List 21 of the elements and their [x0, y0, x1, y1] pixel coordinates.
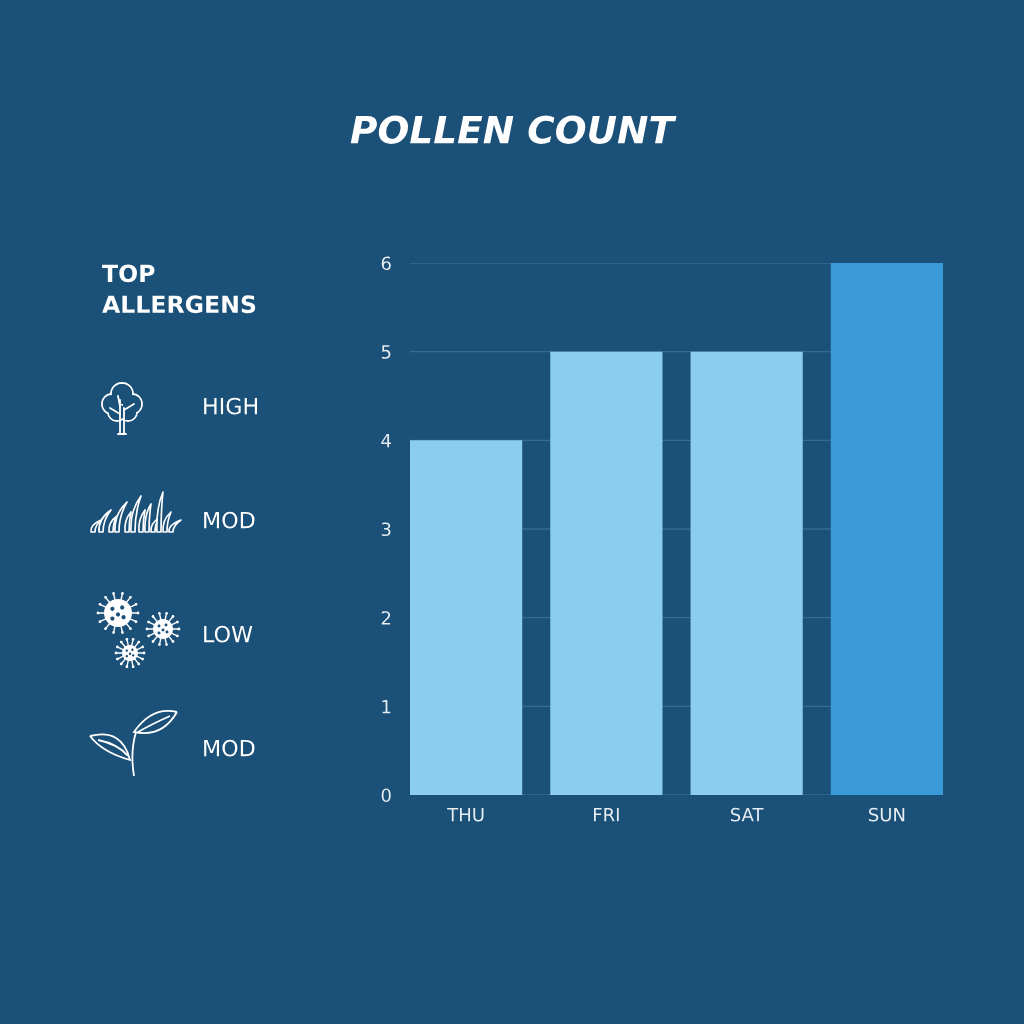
- y-tick-label: 1: [382, 700, 391, 714]
- text: MOD: [204, 511, 255, 529]
- y-tick-label: 2: [381, 611, 391, 625]
- x-tick-label: FRI: [594, 808, 619, 822]
- text: TOP ALLERGENS: [102, 264, 256, 314]
- bar: [550, 351, 663, 795]
- chart-title: POLLEN COUNT: [350, 115, 677, 144]
- bar: [410, 440, 523, 795]
- x-tick-label: SAT: [730, 807, 764, 822]
- bar: [830, 263, 943, 795]
- x-tick-label: SUN: [868, 807, 905, 822]
- bar: [690, 351, 803, 795]
- y-tick-label: 6: [381, 256, 391, 271]
- y-tick-label: 3: [381, 522, 391, 537]
- y-tick-label: 0: [381, 788, 391, 803]
- text: MOD: [204, 739, 255, 757]
- x-tick-label: THU: [447, 808, 484, 822]
- text: LOW: [204, 625, 253, 643]
- text: HIGH: [204, 397, 258, 415]
- y-tick-label: 5: [381, 345, 391, 359]
- y-tick-label: 4: [381, 434, 391, 448]
